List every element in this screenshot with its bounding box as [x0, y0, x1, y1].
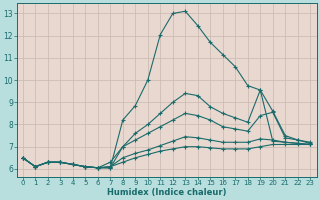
X-axis label: Humidex (Indice chaleur): Humidex (Indice chaleur) — [107, 188, 226, 197]
